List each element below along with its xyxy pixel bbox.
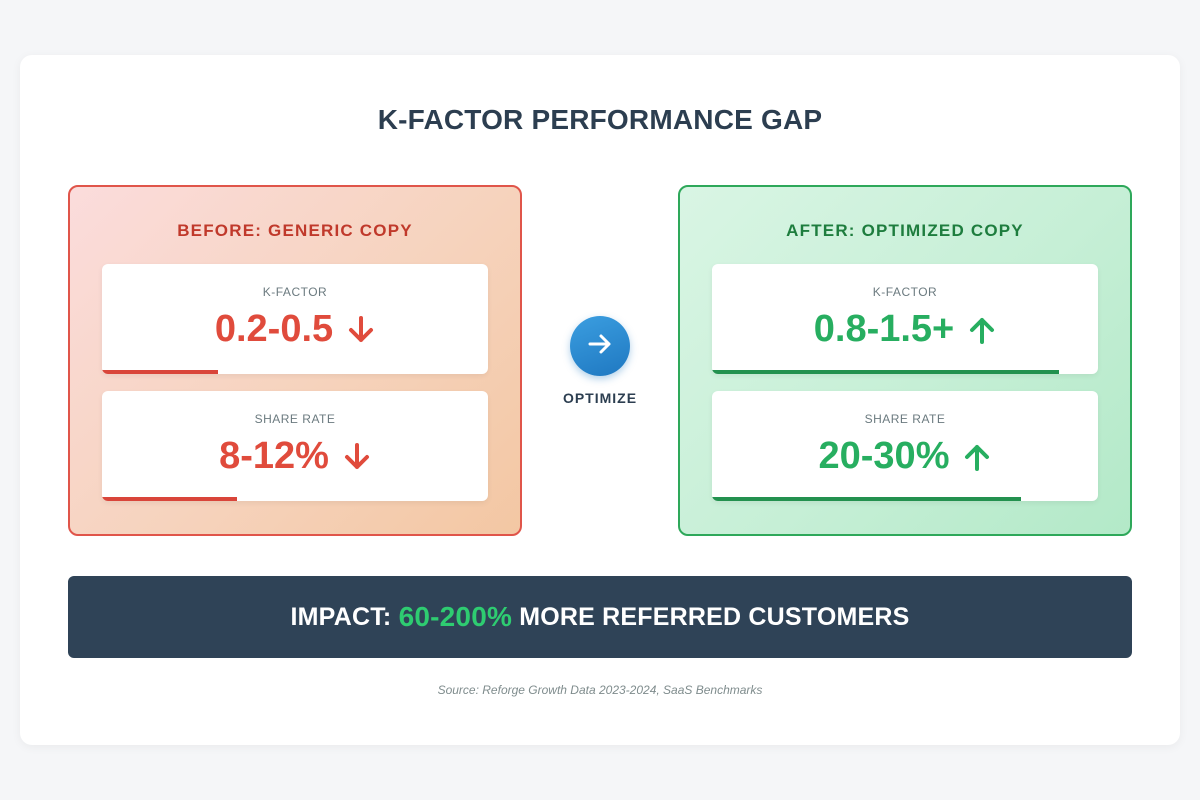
metric-bar bbox=[102, 497, 238, 501]
metric-label: SHARE RATE bbox=[254, 412, 336, 426]
metric-value-row: 20-30% bbox=[712, 435, 1098, 478]
optimize-label: OPTIMIZE bbox=[562, 390, 638, 406]
arrow-up-icon bbox=[968, 315, 996, 345]
metric-label: SHARE RATE bbox=[864, 412, 946, 426]
before-panel-title: BEFORE: GENERIC COPY bbox=[177, 221, 413, 240]
metric-bar bbox=[712, 497, 1021, 501]
page-title: K-FACTOR PERFORMANCE GAP bbox=[377, 104, 823, 135]
optimize-button[interactable] bbox=[570, 316, 630, 376]
metric-value: 0.2-0.5 bbox=[214, 308, 334, 350]
metric-value: 20-30% bbox=[818, 435, 950, 477]
impact-prefix: IMPACT: bbox=[290, 602, 399, 631]
metric-label: K-FACTOR bbox=[872, 285, 938, 299]
metric-bar bbox=[102, 370, 218, 374]
source-note: Source: Reforge Growth Data 2023-2024, S… bbox=[437, 683, 763, 697]
after-share-rate-card: SHARE RATE 20-30% bbox=[712, 391, 1098, 501]
metric-value-row: 8-12% bbox=[102, 435, 488, 478]
metric-value: 8-12% bbox=[219, 435, 329, 477]
metric-value-row: 0.2-0.5 bbox=[102, 308, 488, 351]
optimize-connector: OPTIMIZE bbox=[560, 316, 640, 406]
before-panel: BEFORE: GENERIC COPY K-FACTOR 0.2-0.5 SH… bbox=[68, 185, 522, 536]
arrow-up-icon bbox=[963, 442, 991, 472]
impact-suffix: MORE REFERRED CUSTOMERS bbox=[512, 602, 910, 631]
after-panel: AFTER: OPTIMIZED COPY K-FACTOR 0.8-1.5+ … bbox=[678, 185, 1132, 536]
metric-bar bbox=[712, 370, 1060, 374]
impact-banner: IMPACT: 60-200% MORE REFERRED CUSTOMERS bbox=[68, 576, 1132, 658]
metric-label: K-FACTOR bbox=[262, 285, 328, 299]
before-k-factor-card: K-FACTOR 0.2-0.5 bbox=[102, 264, 488, 374]
before-share-rate-card: SHARE RATE 8-12% bbox=[102, 391, 488, 501]
after-panel-title: AFTER: OPTIMIZED COPY bbox=[786, 221, 1024, 240]
metric-value-row: 0.8-1.5+ bbox=[712, 308, 1098, 351]
impact-highlight: 60-200% bbox=[398, 601, 513, 632]
arrow-down-icon bbox=[347, 315, 375, 345]
metric-value: 0.8-1.5+ bbox=[813, 308, 955, 350]
arrow-right-icon bbox=[586, 330, 614, 363]
arrow-down-icon bbox=[343, 442, 371, 472]
after-k-factor-card: K-FACTOR 0.8-1.5+ bbox=[712, 264, 1098, 374]
